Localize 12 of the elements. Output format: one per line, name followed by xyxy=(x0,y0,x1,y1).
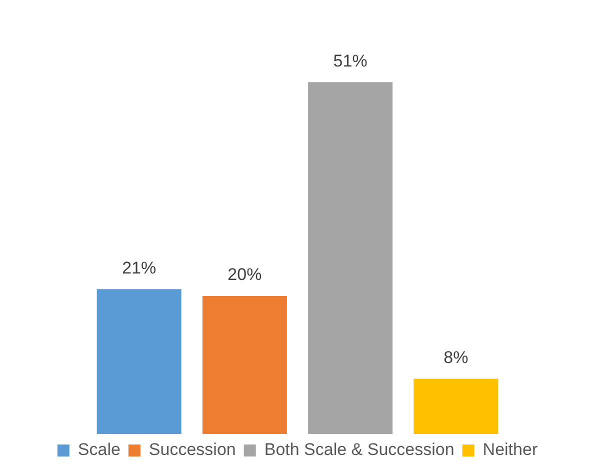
bar xyxy=(96,289,182,434)
data-label: 20% xyxy=(228,265,262,284)
data-label: 21% xyxy=(122,258,156,278)
bar xyxy=(414,378,498,434)
data-label: 51% xyxy=(333,51,368,70)
legend-label: Neither xyxy=(482,440,538,460)
legend-label: Scale xyxy=(78,440,120,460)
legend-label: Both Scale & Succession xyxy=(264,440,454,460)
bar xyxy=(308,82,393,434)
legend-label: Succession xyxy=(148,440,236,460)
data-label: 8% xyxy=(444,348,468,367)
bar xyxy=(202,296,287,434)
